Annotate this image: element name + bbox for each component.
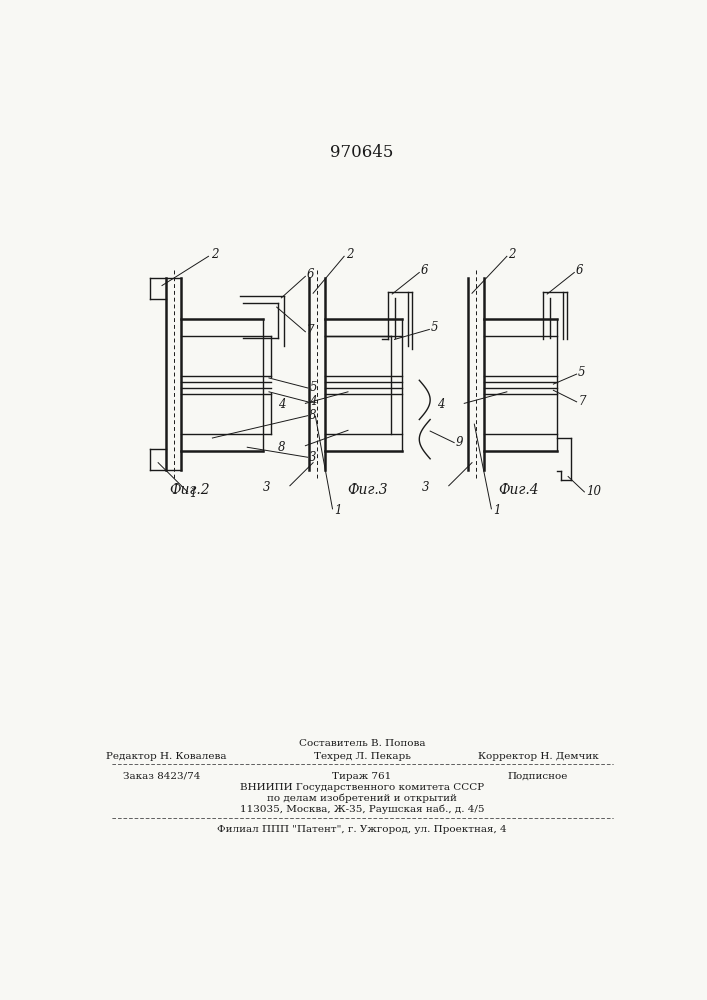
Text: 2: 2	[346, 248, 354, 261]
Text: по делам изобретений и открытий: по делам изобретений и открытий	[267, 794, 457, 803]
Text: 1: 1	[493, 504, 501, 517]
Text: 4: 4	[437, 398, 445, 411]
Text: 5: 5	[578, 366, 585, 379]
Text: 8: 8	[309, 409, 317, 422]
Text: Филиал ППП "Патент", г. Ужгород, ул. Проектная, 4: Филиал ППП "Патент", г. Ужгород, ул. Про…	[217, 825, 507, 834]
Text: 6: 6	[575, 264, 583, 277]
Text: 2: 2	[211, 248, 218, 261]
Text: 2: 2	[508, 248, 516, 261]
Text: 3: 3	[421, 481, 429, 494]
Text: 7: 7	[307, 324, 315, 337]
Text: 10: 10	[586, 485, 601, 498]
Text: 970645: 970645	[330, 144, 394, 161]
Text: 1: 1	[334, 504, 341, 517]
Text: 6: 6	[307, 268, 315, 281]
Text: 9: 9	[456, 436, 463, 449]
Text: Редактор Н. Ковалева: Редактор Н. Ковалева	[105, 752, 226, 761]
Text: 3: 3	[309, 451, 317, 464]
Text: Фиг.2: Фиг.2	[169, 483, 209, 497]
Text: 1: 1	[189, 487, 197, 500]
Text: 5: 5	[309, 381, 317, 394]
Text: Фиг.4: Фиг.4	[498, 483, 539, 497]
Text: 3: 3	[263, 481, 270, 494]
Text: ВНИИПИ Государственного комитета СССР: ВНИИПИ Государственного комитета СССР	[240, 783, 484, 792]
Text: 4: 4	[279, 398, 286, 411]
Text: 7: 7	[578, 395, 585, 408]
Text: Составитель В. Попова: Составитель В. Попова	[298, 739, 425, 748]
Text: Тираж 761: Тираж 761	[332, 772, 392, 781]
Text: Заказ 8423/74: Заказ 8423/74	[123, 772, 201, 781]
Text: Фиг.3: Фиг.3	[347, 483, 387, 497]
Text: Подписное: Подписное	[508, 772, 568, 781]
Text: 8: 8	[279, 441, 286, 454]
Text: 113035, Москва, Ж-35, Раушская наб., д. 4/5: 113035, Москва, Ж-35, Раушская наб., д. …	[240, 804, 484, 814]
Text: 5: 5	[431, 321, 438, 334]
Text: Корректор Н. Демчик: Корректор Н. Демчик	[477, 752, 598, 761]
Text: 4: 4	[309, 395, 317, 408]
Text: Техред Л. Пекарь: Техред Л. Пекарь	[313, 752, 410, 761]
Text: 6: 6	[421, 264, 428, 277]
